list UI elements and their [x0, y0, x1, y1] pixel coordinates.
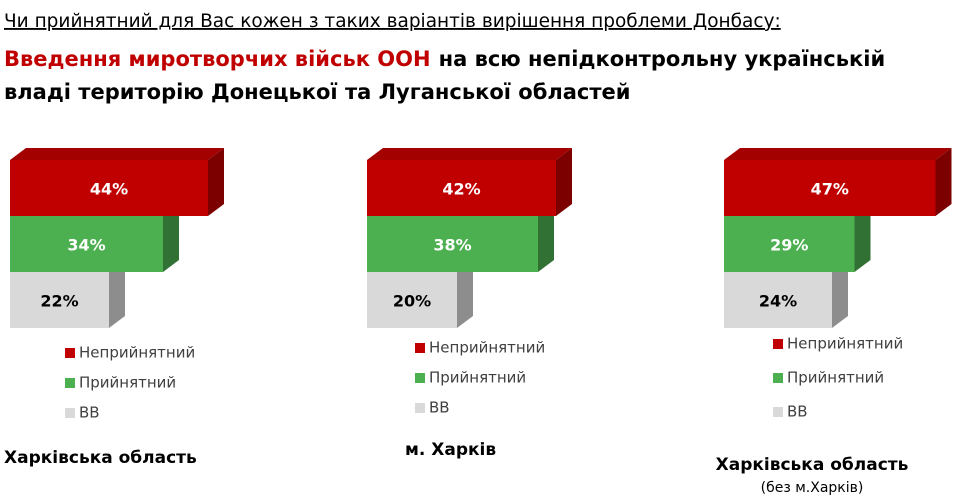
legend-label: Неприйнятний: [429, 339, 545, 357]
bar-side: [854, 204, 871, 272]
value-label: 38%: [433, 236, 471, 255]
legend-swatch: [415, 403, 425, 413]
bar: [724, 160, 936, 216]
bar: [367, 160, 556, 216]
bar: [724, 272, 832, 328]
statement: Введення миротворчих військ ООН на всю не…: [4, 47, 885, 71]
value-label: 42%: [442, 180, 480, 199]
bar: [367, 272, 457, 328]
bar: [367, 216, 538, 272]
legend-swatch: [773, 407, 783, 417]
bar: [724, 216, 855, 272]
legend-label: Прийнятний: [787, 369, 884, 387]
value-label: 44%: [90, 180, 128, 199]
bar: [10, 216, 163, 272]
value-label: 24%: [759, 292, 797, 311]
bar-side: [163, 204, 179, 272]
legend-label: Неприйнятний: [79, 344, 195, 362]
bar-side: [935, 148, 952, 216]
value-label: 29%: [770, 236, 808, 255]
legend-label: ВВ: [787, 403, 808, 421]
legend-label: Прийнятний: [429, 369, 526, 387]
bar-side: [832, 260, 848, 328]
bar-side: [457, 260, 473, 328]
legend-label: ВВ: [429, 399, 450, 417]
bar-top: [367, 148, 572, 160]
legend-swatch: [65, 348, 75, 358]
bar-side: [556, 148, 572, 216]
statement-line: владі територію Донецької та Луганської …: [4, 80, 631, 104]
legend-swatch: [65, 378, 75, 388]
chart-caption: Харківська область: [4, 448, 197, 468]
bar-side: [109, 260, 125, 328]
value-label: 20%: [393, 292, 431, 311]
highlight: Введення миротворчих військ ООН: [4, 47, 431, 71]
bar-side: [208, 148, 224, 216]
bar-top: [10, 148, 224, 160]
statement-line: на всю непідконтрольну українській: [439, 47, 886, 71]
question: Чи прийнятний для Вас кожен з таких варі…: [4, 11, 781, 32]
chart-caption: Харківська область: [716, 455, 909, 475]
legend-swatch: [773, 339, 783, 349]
legend-label: Прийнятний: [79, 374, 176, 392]
bar-top: [724, 148, 952, 160]
chart-subcaption: (без м.Харків): [761, 480, 864, 496]
legend-swatch: [415, 373, 425, 383]
value-label: 34%: [67, 236, 105, 255]
legend-swatch: [415, 343, 425, 353]
legend-swatch: [65, 408, 75, 418]
value-label: 22%: [40, 292, 78, 311]
chart-caption: м. Харків: [405, 440, 496, 460]
bar-side: [538, 204, 554, 272]
value-label: 47%: [811, 180, 849, 199]
legend-swatch: [773, 373, 783, 383]
legend-label: Неприйнятний: [787, 335, 903, 353]
bar: [10, 272, 109, 328]
bar: [10, 160, 208, 216]
legend-label: ВВ: [79, 404, 100, 422]
